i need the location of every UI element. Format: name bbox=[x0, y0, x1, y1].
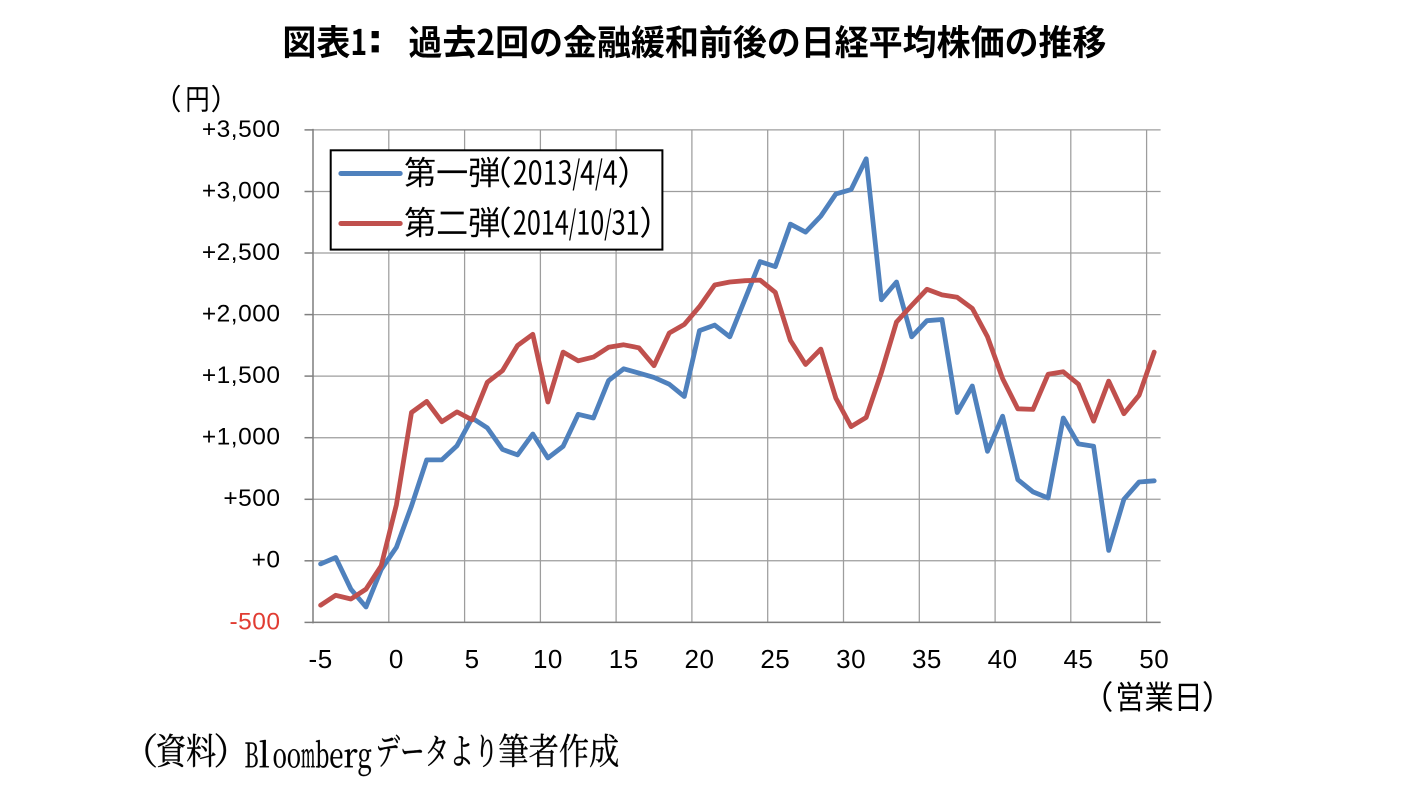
svg-text:25: 25 bbox=[760, 644, 790, 674]
svg-text:+0: +0 bbox=[252, 547, 281, 574]
svg-text:0: 0 bbox=[389, 644, 404, 674]
svg-text:10: 10 bbox=[533, 644, 563, 674]
svg-text:+2,500: +2,500 bbox=[202, 239, 281, 266]
svg-text:+1,000: +1,000 bbox=[202, 424, 281, 451]
svg-text:+3,500: +3,500 bbox=[202, 116, 281, 143]
svg-text:30: 30 bbox=[836, 644, 866, 674]
svg-text:40: 40 bbox=[988, 644, 1018, 674]
svg-text:45: 45 bbox=[1063, 644, 1093, 674]
svg-text:+500: +500 bbox=[223, 485, 280, 512]
svg-text:+3,000: +3,000 bbox=[202, 177, 281, 204]
svg-text:+1,500: +1,500 bbox=[202, 362, 281, 389]
svg-text:+2,000: +2,000 bbox=[202, 301, 281, 328]
svg-text:15: 15 bbox=[609, 644, 639, 674]
svg-text:35: 35 bbox=[912, 644, 942, 674]
svg-text:5: 5 bbox=[465, 644, 480, 674]
svg-text:50: 50 bbox=[1139, 644, 1169, 674]
svg-text:-5: -5 bbox=[309, 644, 333, 674]
svg-text:-500: -500 bbox=[229, 608, 280, 635]
svg-text:20: 20 bbox=[685, 644, 715, 674]
